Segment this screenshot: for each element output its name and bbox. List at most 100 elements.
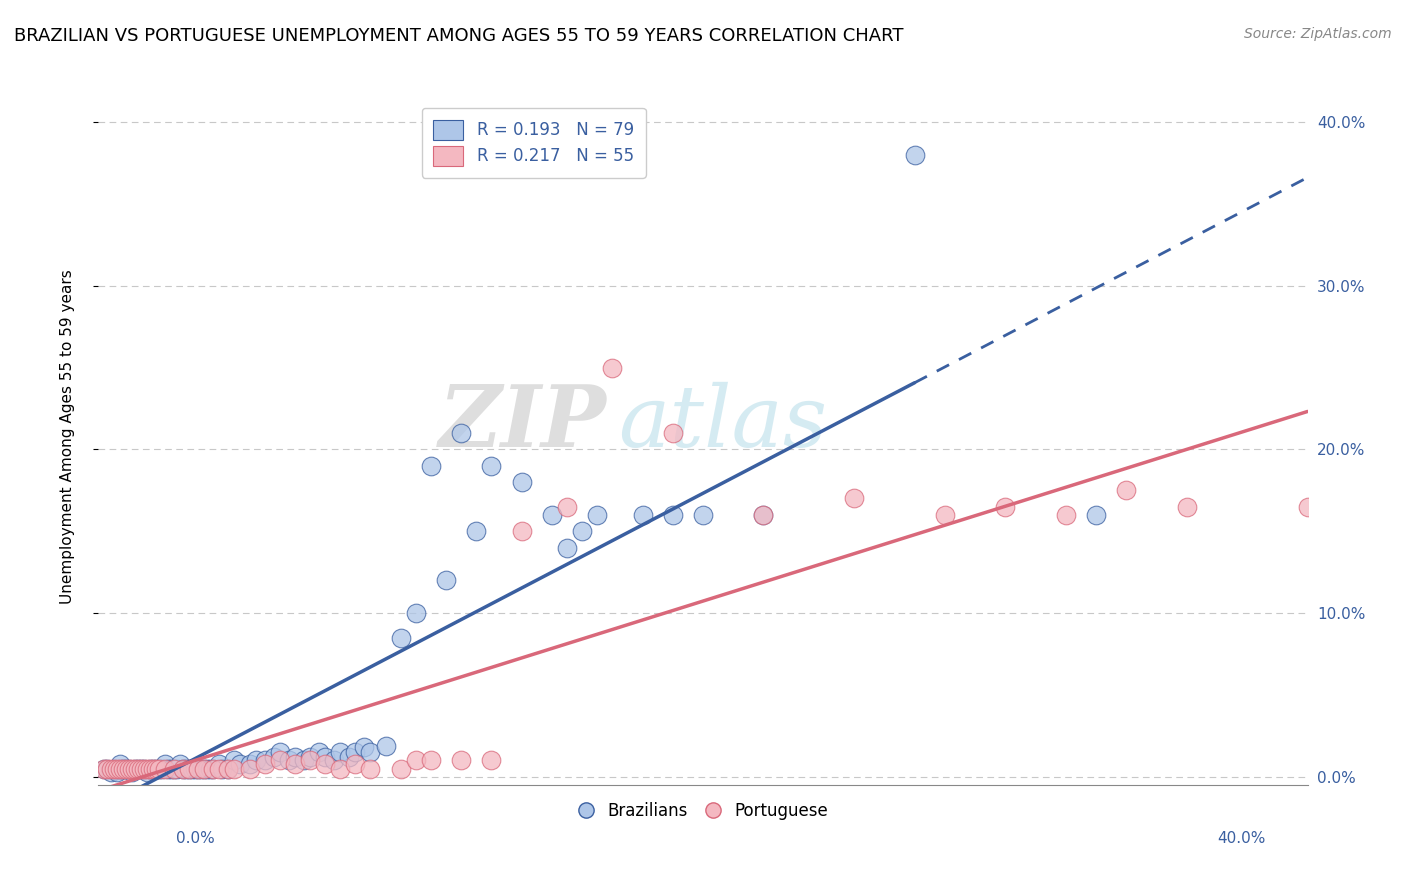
Point [360, 745, 382, 759]
Point [337, 750, 360, 764]
Point [450, 425, 472, 440]
Point [135, 764, 157, 779]
Point [602, 360, 624, 375]
Point [129, 762, 152, 776]
Point [510, 524, 533, 539]
Point [111, 762, 134, 776]
Point [118, 762, 141, 776]
Point [555, 500, 578, 514]
Point [166, 762, 188, 776]
Point [420, 458, 443, 473]
Point [374, 739, 396, 753]
Point [994, 500, 1017, 514]
Point [187, 762, 209, 776]
Point [752, 508, 775, 522]
Point [934, 508, 956, 522]
Text: 0.0%: 0.0% [176, 831, 215, 846]
Point [96, 762, 118, 776]
Point [93, 762, 115, 776]
Point [163, 762, 186, 776]
Point [353, 740, 375, 755]
Point [114, 762, 136, 776]
Point [1296, 500, 1319, 514]
Point [308, 745, 330, 759]
Point [193, 762, 215, 776]
Point [481, 458, 503, 473]
Point [124, 762, 146, 776]
Point [121, 762, 143, 776]
Point [103, 762, 125, 776]
Point [299, 753, 322, 767]
Point [405, 606, 427, 620]
Point [208, 762, 231, 776]
Point [163, 762, 186, 776]
Point [195, 762, 218, 776]
Point [127, 762, 149, 776]
Point [156, 762, 179, 776]
Point [169, 756, 191, 771]
Point [108, 762, 131, 776]
Point [179, 762, 201, 776]
Point [277, 753, 299, 767]
Point [465, 524, 488, 539]
Point [100, 762, 122, 776]
Point [190, 762, 212, 776]
Point [121, 764, 143, 779]
Point [184, 762, 207, 776]
Point [314, 756, 336, 771]
Point [202, 762, 225, 776]
Point [224, 753, 246, 767]
Point [103, 762, 125, 776]
Point [160, 762, 183, 776]
Point [571, 524, 593, 539]
Point [360, 762, 382, 776]
Point [245, 753, 267, 767]
Point [129, 762, 152, 776]
Point [193, 762, 215, 776]
Point [239, 762, 262, 776]
Legend: Brazilians, Portuguese: Brazilians, Portuguese [569, 794, 837, 829]
Point [135, 762, 157, 776]
Point [284, 756, 307, 771]
Point [148, 762, 170, 776]
Point [124, 762, 146, 776]
Point [202, 762, 225, 776]
Text: atlas: atlas [619, 382, 828, 465]
Y-axis label: Unemployment Among Ages 55 to 59 years: Unemployment Among Ages 55 to 59 years [60, 269, 75, 605]
Point [329, 745, 352, 759]
Point [93, 762, 115, 776]
Point [153, 756, 176, 771]
Point [292, 753, 315, 767]
Point [344, 756, 367, 771]
Point [229, 756, 252, 771]
Point [481, 753, 503, 767]
Point [405, 753, 427, 767]
Point [284, 750, 307, 764]
Text: BRAZILIAN VS PORTUGUESE UNEMPLOYMENT AMONG AGES 55 TO 59 YEARS CORRELATION CHART: BRAZILIAN VS PORTUGUESE UNEMPLOYMENT AMO… [14, 27, 904, 45]
Point [420, 753, 443, 767]
Point [153, 762, 176, 776]
Point [118, 762, 141, 776]
Point [540, 508, 562, 522]
Point [752, 508, 775, 522]
Point [181, 762, 204, 776]
Point [1085, 508, 1108, 522]
Point [239, 756, 262, 771]
Point [111, 762, 134, 776]
Point [187, 762, 209, 776]
Point [299, 750, 322, 764]
Point [145, 762, 167, 776]
Point [692, 508, 714, 522]
Point [1175, 500, 1198, 514]
Text: ZIP: ZIP [439, 382, 606, 465]
Point [132, 762, 155, 776]
Point [329, 762, 352, 776]
Point [108, 762, 131, 776]
Point [904, 147, 927, 161]
Point [211, 762, 233, 776]
Point [172, 762, 194, 776]
Point [253, 756, 276, 771]
Point [314, 750, 336, 764]
Text: 40.0%: 40.0% [1218, 831, 1265, 846]
Point [100, 764, 122, 779]
